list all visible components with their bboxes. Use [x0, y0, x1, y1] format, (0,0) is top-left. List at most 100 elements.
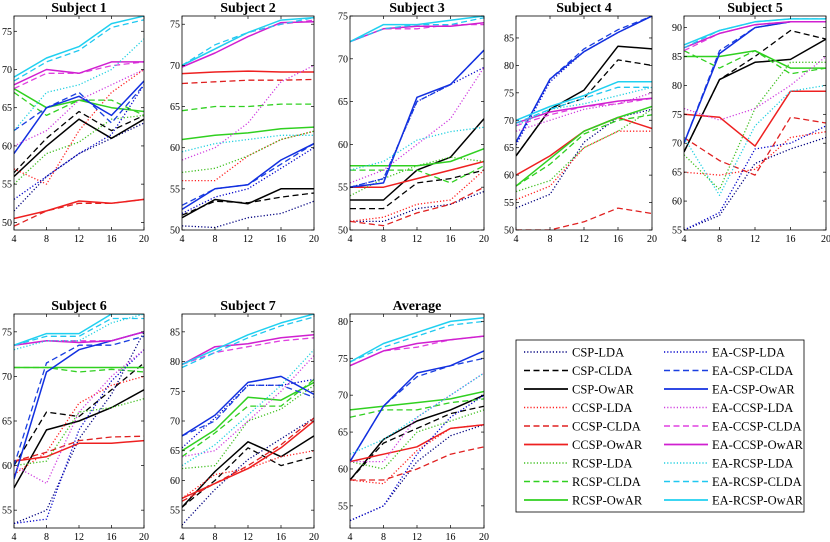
x-tick-label: 16	[613, 234, 623, 245]
y-tick-label: 60	[170, 143, 180, 154]
legend-item-ccsp-clda: CCSP-CLDA	[524, 420, 641, 434]
series-line-csp-lda	[684, 136, 826, 230]
series-line-ea-csp-clda	[14, 335, 144, 466]
series-line-csp-owar	[182, 188, 314, 219]
series-group	[14, 314, 144, 525]
y-tick-label: 80	[672, 81, 682, 92]
x-tick-label: 12	[74, 532, 84, 542]
series-line-rcsp-clda	[350, 165, 484, 184]
series-line-ea-rcsp-clda	[14, 317, 144, 346]
legend-label: RCSP-OwAR	[572, 494, 643, 508]
x-tick-label: 12	[579, 234, 589, 245]
x-tick-label: 4	[514, 234, 519, 245]
series-line-ea-rcsp-clda	[182, 316, 314, 369]
series-line-ea-ccsp-clda	[350, 23, 484, 43]
y-tick-label: 80	[170, 357, 180, 368]
series-line-ea-ccsp-owar	[182, 334, 314, 366]
plot-title: Subject 5	[727, 1, 783, 16]
series-line-ea-rcsp-lda	[182, 349, 314, 467]
y-tick-label: 55	[504, 198, 514, 209]
series-line-csp-lda	[14, 331, 144, 525]
series-line-ea-csp-clda	[14, 84, 144, 132]
x-tick-label: 8	[213, 234, 218, 245]
x-tick-label: 20	[309, 532, 319, 542]
y-tick-label: 75	[504, 88, 514, 99]
series-group	[684, 18, 826, 230]
legend-item-ccsp-owar: CCSP-OwAR	[524, 438, 643, 452]
x-tick-label: 12	[750, 234, 760, 245]
series-line-ea-csp-owar	[350, 49, 484, 188]
series-group	[350, 316, 484, 522]
legend: CSP-LDA EA-CSP-LDA CSP-CLDA EA-CSP-CLDA CSP-…	[515, 339, 805, 513]
series-line-ea-ccsp-lda	[516, 92, 652, 132]
plot-title: Subject 4	[556, 1, 612, 16]
series-line-csp-lda	[350, 424, 484, 522]
x-tick-label: 20	[479, 234, 489, 245]
series-line-csp-owar	[14, 118, 144, 178]
legend-label: RCSP-CLDA	[572, 475, 641, 489]
plot-subject-7: Subject 7 4 8 12 16 20 55 60 65 70 75 80 85	[170, 299, 319, 542]
series-line-ea-rcsp-owar	[516, 81, 652, 121]
y-tick-label: 80	[504, 61, 514, 72]
series-line-ea-ccsp-lda	[684, 55, 826, 121]
series-line-ea-csp-owar	[516, 16, 652, 143]
series-line-rcsp-lda	[14, 114, 144, 185]
series-line-ea-ccsp-lda	[350, 372, 484, 463]
series-line-ccsp-owar	[350, 423, 484, 463]
legend-item-ea-rcsp-clda: EA-RCSP-CLDA	[664, 475, 802, 489]
x-tick-label: 8	[44, 234, 49, 245]
series-line-csp-clda	[350, 169, 484, 210]
series-group	[182, 314, 314, 526]
y-tick-label: 65	[170, 102, 180, 113]
plot-title: Subject 7	[220, 299, 276, 314]
y-tick-label: 60	[2, 461, 12, 472]
legend-item-ccsp-lda: CCSP-LDA	[524, 401, 632, 415]
legend-label: RCSP-LDA	[572, 457, 632, 471]
x-tick-label: 8	[213, 532, 218, 542]
series-line-rcsp-owar	[182, 381, 314, 452]
x-tick-label: 8	[717, 234, 722, 245]
series-line-ea-ccsp-lda	[182, 64, 314, 161]
y-tick-label: 75	[2, 327, 12, 338]
legend-label: EA-RCSP-OwAR	[712, 494, 804, 508]
series-line-csp-owar	[14, 389, 144, 489]
plot-title: Subject 3	[389, 1, 445, 16]
series-line-ea-rcsp-lda	[516, 86, 652, 127]
legend-label: CCSP-CLDA	[572, 420, 641, 434]
y-tick-label: 60	[170, 476, 180, 487]
legend-label: CSP-CLDA	[572, 364, 632, 378]
series-line-ea-csp-owar	[14, 80, 144, 155]
y-tick-label: 85	[672, 52, 682, 63]
y-tick-label: 55	[170, 506, 180, 517]
y-tick-label: 50	[2, 218, 12, 229]
legend-label: CSP-LDA	[572, 346, 624, 360]
legend-label: EA-RCSP-CLDA	[712, 475, 802, 489]
series-line-ea-rcsp-lda	[182, 134, 314, 153]
series-line-rcsp-lda	[350, 156, 484, 197]
y-tick-label: 70	[2, 372, 12, 383]
y-tick-label: 55	[2, 506, 12, 517]
plot-average: Average 4 8 12 16 20 55 60 65 70 75 80	[338, 299, 489, 542]
series-line-csp-lda	[182, 200, 314, 229]
series-line-csp-owar	[684, 38, 826, 153]
plot-subject-4: Subject 4 4 8 12 16 20 50 55 60 65 70 75 80 85	[504, 1, 657, 245]
y-tick-label: 60	[672, 197, 682, 208]
series-line-ccsp-owar	[14, 439, 144, 462]
x-tick-label: 12	[412, 532, 422, 542]
legend-label: CSP-OwAR	[572, 383, 634, 397]
series-line-ea-rcsp-owar	[684, 18, 826, 46]
legend-label: EA-CCSP-LDA	[712, 401, 793, 415]
legend-item-ea-rcsp-lda: EA-RCSP-LDA	[664, 457, 793, 471]
series-line-rcsp-owar	[516, 105, 652, 187]
series-line-rcsp-owar	[350, 147, 484, 167]
series-line-ea-rcsp-owar	[182, 314, 314, 366]
y-tick-label: 70	[338, 391, 348, 402]
series-line-ea-rcsp-owar	[182, 16, 314, 67]
plot-title: Subject 6	[51, 299, 107, 314]
series-line-ea-csp-owar	[14, 331, 144, 480]
series-line-csp-owar	[182, 435, 314, 508]
y-tick-label: 60	[338, 464, 348, 475]
series-line-ea-ccsp-lda	[182, 355, 314, 458]
plot-frame	[13, 15, 145, 231]
